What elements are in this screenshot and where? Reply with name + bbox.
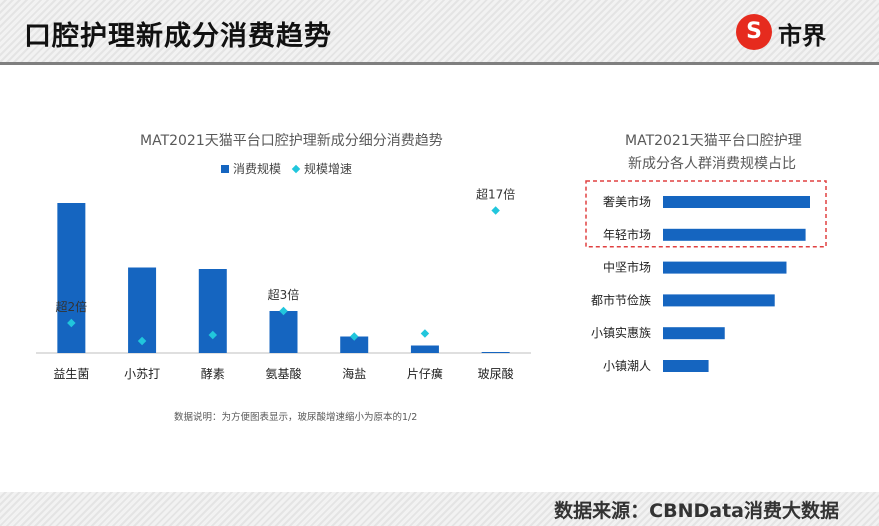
growth-point-小苏打 — [137, 336, 147, 346]
growth-point-海盐 — [349, 332, 359, 341]
hbar-奢美市场 — [663, 196, 810, 208]
bar-片仔癀 — [410, 345, 439, 353]
growth-annotation: 超17倍 — [476, 187, 515, 202]
bar-氨基酸 — [269, 311, 298, 353]
hbar-中坚市场 — [663, 261, 787, 274]
footer-bar: 数据来源：CBNData消费大数据 — [0, 492, 879, 526]
bar-玻尿酸 — [481, 352, 510, 353]
x-tick-label: 益生菌 — [53, 367, 89, 381]
x-tick-label: 海盐 — [342, 366, 366, 381]
page-title: 口腔护理新成分消费趋势 — [24, 21, 332, 52]
y-tick-label: 都市节俭族 — [591, 292, 651, 307]
hbar-都市节俭族 — [663, 294, 775, 307]
growth-annotation: 超3倍 — [268, 287, 300, 302]
data-source: 数据来源：CBNData消费大数据 — [554, 500, 839, 522]
left-chart-footnote: 数据说明：为方便图表显示，玻尿酸增速缩小为原本的1/2 — [174, 412, 418, 423]
y-tick-label: 小镇潮人 — [603, 358, 651, 373]
logo-text: 市界 — [778, 22, 826, 50]
hbar-小镇潮人 — [663, 360, 709, 372]
bar-海盐 — [340, 336, 369, 353]
x-tick-label: 玻尿酸 — [478, 366, 514, 381]
left-chart-title: MAT2021天猫平台口腔护理新成分细分消费趋势 — [140, 133, 443, 149]
hbar-年轻市场 — [663, 228, 806, 241]
growth-point-氨基酸 — [279, 306, 288, 316]
legend-bar-swatch — [221, 165, 229, 173]
logo-icon: S — [736, 14, 772, 50]
right-chart-title-line-1: MAT2021天猫平台口腔护理 — [625, 133, 802, 149]
y-tick-label: 小镇实惠族 — [591, 325, 651, 340]
growth-point-酵素 — [208, 330, 218, 340]
growth-point-益生菌 — [67, 318, 76, 328]
header-divider — [0, 62, 879, 65]
legend-dot-label: 规模增速 — [304, 162, 353, 176]
x-tick-label: 片仔癀 — [407, 367, 443, 381]
left-chart-legend: 消费规模 规模增速 — [221, 160, 352, 177]
x-tick-label: 小苏打 — [124, 367, 160, 381]
y-tick-label: 年轻市场 — [603, 227, 651, 242]
highlight-box — [585, 180, 827, 248]
bar-益生菌 — [57, 203, 86, 353]
growth-point-片仔癀 — [420, 329, 430, 338]
growth-point-玻尿酸 — [491, 206, 500, 215]
hbar-小镇实惠族 — [663, 327, 725, 340]
legend-bar-label: 消费规模 — [233, 162, 282, 176]
brand-logo: S 市界 — [736, 14, 846, 54]
y-tick-label: 奢美市场 — [603, 194, 651, 209]
right-chart-title-line-2: 新成分各人群消费规模占比 — [628, 156, 796, 172]
header-bar — [0, 0, 879, 64]
y-tick-label: 中坚市场 — [603, 260, 651, 275]
growth-annotation: 超2倍 — [56, 299, 88, 314]
x-tick-label: 氨基酸 — [265, 366, 301, 381]
x-tick-label: 酵素 — [201, 367, 225, 381]
